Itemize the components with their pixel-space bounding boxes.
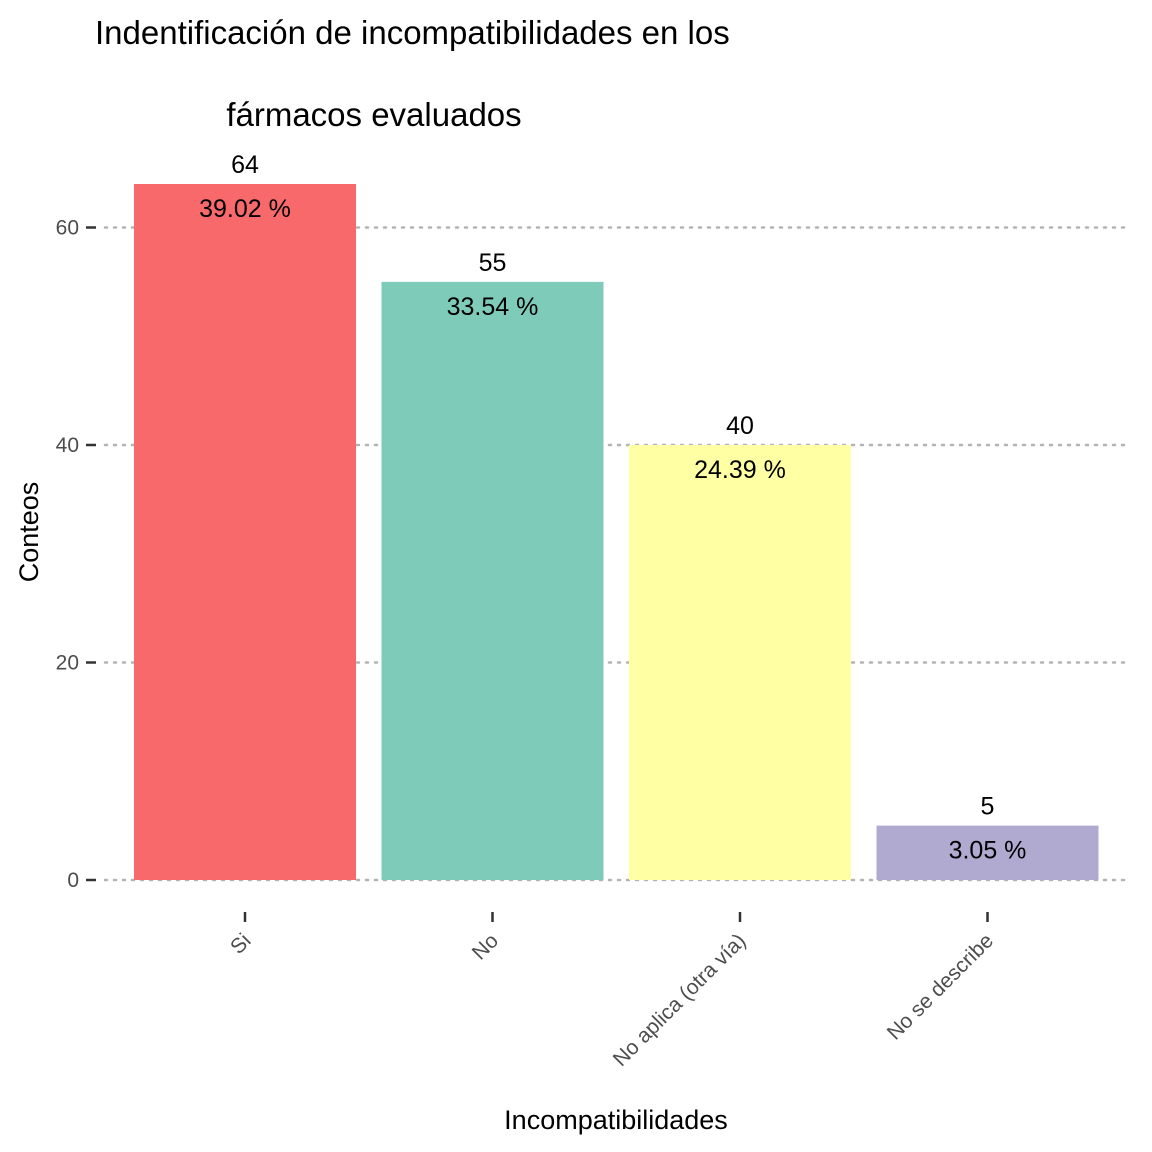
x-tick-label-1: No	[468, 929, 503, 964]
x-tick-label-2: No aplica (otra vía)	[609, 929, 751, 1071]
y-tick-label-60: 60	[56, 217, 79, 240]
bar-3	[876, 825, 1099, 880]
chart-title-line-1: Indentificación de incompatibilidades en…	[95, 14, 730, 51]
bar-percent-label-2: 24.39 %	[694, 456, 786, 484]
y-axis-title: Conteos	[14, 482, 44, 583]
x-tick-label-3: No se describe	[883, 929, 998, 1044]
bar-0	[134, 184, 356, 880]
bar-percent-label-1: 33.54 %	[447, 293, 539, 321]
y-tick-label-40: 40	[56, 434, 79, 457]
bar-count-label-1: 55	[479, 249, 507, 277]
chart-title-line-2: fármacos evaluados	[226, 96, 521, 133]
bar-count-label-3: 5	[981, 793, 995, 821]
y-tick-label-0: 0	[67, 869, 79, 892]
bar-percent-label-0: 39.02 %	[199, 195, 291, 223]
y-tick-label-20: 20	[56, 652, 79, 675]
bar-1	[381, 281, 604, 880]
x-tick-label-0: Si	[226, 929, 255, 958]
data-labels: 64 39.02 % 55 33.54 % 40 24.39 % 5 3.05 %	[199, 151, 1026, 865]
bar-count-label-2: 40	[726, 412, 754, 440]
bar-count-label-0: 64	[231, 151, 259, 179]
bar-2	[629, 445, 851, 880]
bar-percent-label-3: 3.05 %	[949, 837, 1027, 865]
x-axis-title: Incompatibilidades	[504, 1105, 728, 1135]
bars	[134, 184, 1099, 880]
